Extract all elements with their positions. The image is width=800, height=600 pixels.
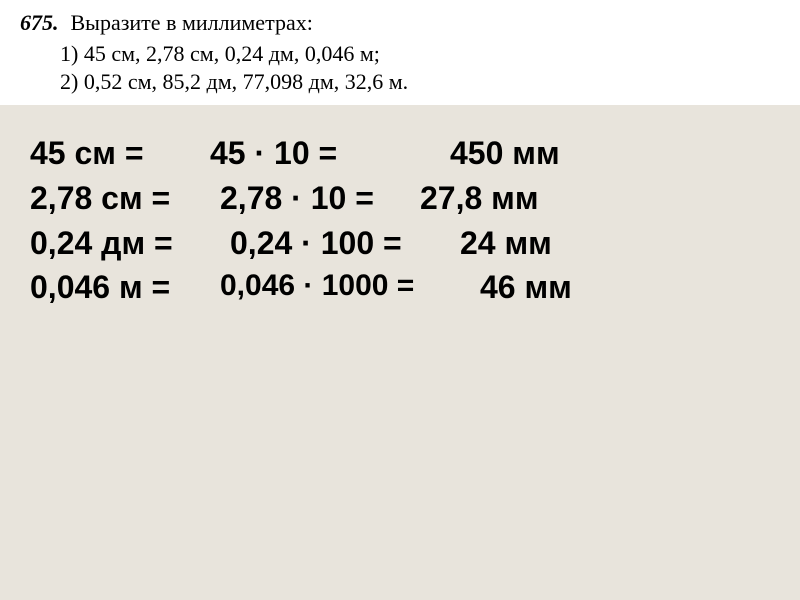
- solution-row: 0,046 м = 0,046 · 1000 = 46 мм: [30, 269, 800, 306]
- problem-header: 675. Выразите в миллиметрах:: [20, 10, 780, 36]
- problem-lines: 1) 45 см, 2,78 см, 0,24 дм, 0,046 м; 2) …: [60, 41, 780, 95]
- solution-result: 24 мм: [460, 225, 660, 262]
- solution-expr: 2,78 · 10 =: [220, 180, 420, 217]
- solution-expr: 0,046 · 1000 =: [220, 269, 480, 304]
- problem-line-1: 1) 45 см, 2,78 см, 0,24 дм, 0,046 м;: [60, 41, 780, 67]
- problem-number: 675.: [20, 10, 59, 35]
- solution-expr: 45 · 10 =: [210, 135, 450, 172]
- problem-line-2: 2) 0,52 см, 85,2 дм, 77,098 дм, 32,6 м.: [60, 69, 780, 95]
- solution-lhs: 0,24 дм =: [30, 225, 230, 262]
- solution-row: 2,78 см = 2,78 · 10 = 27,8 мм: [30, 180, 800, 217]
- solution-result: 46 мм: [480, 269, 680, 306]
- problem-box: 675. Выразите в миллиметрах: 1) 45 см, 2…: [0, 0, 800, 105]
- solution-lhs: 2,78 см =: [30, 180, 220, 217]
- problem-title: Выразите в миллиметрах:: [71, 10, 313, 35]
- solution-row: 0,24 дм = 0,24 · 100 = 24 мм: [30, 225, 800, 262]
- solutions-area: 45 см = 45 · 10 = 450 мм 2,78 см = 2,78 …: [0, 135, 800, 306]
- solution-row: 45 см = 45 · 10 = 450 мм: [30, 135, 800, 172]
- solution-lhs: 0,046 м =: [30, 269, 220, 306]
- solution-lhs: 45 см =: [30, 135, 210, 172]
- solution-expr: 0,24 · 100 =: [230, 225, 460, 262]
- solution-result: 27,8 мм: [420, 180, 620, 217]
- solution-result: 450 мм: [450, 135, 650, 172]
